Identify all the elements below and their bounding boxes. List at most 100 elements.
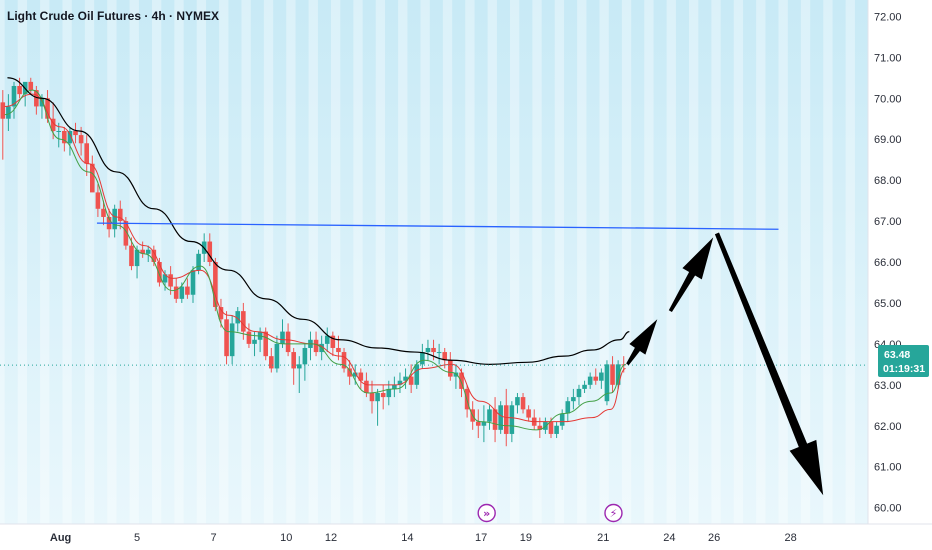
y-tick-label: 62.00 [874, 421, 902, 433]
candle-body-down [173, 286, 179, 299]
session-band [308, 0, 318, 524]
candles [0, 77, 627, 447]
y-tick-label: 69.00 [874, 134, 902, 146]
projection-arrow-2[interactable] [668, 237, 714, 312]
projection-arrow-1[interactable] [626, 319, 658, 366]
candle-body-up [196, 253, 201, 271]
candle-body-down [218, 307, 224, 320]
x-tick-label: 14 [401, 532, 413, 544]
candle-body-down [347, 368, 352, 377]
candle-body-down [263, 331, 269, 357]
candle-body-down [475, 421, 481, 426]
x-axis[interactable]: Aug 5 7 10 12 14 17 19 21 24 26 28 [50, 532, 797, 544]
sma-long-line [7, 77, 630, 365]
candle-body-up [487, 409, 492, 422]
candle-body-down [207, 241, 213, 262]
candle-body-up [615, 364, 621, 385]
session-band [174, 0, 184, 524]
candle-body-up [420, 352, 425, 365]
last-price-badge: 63.48 01:19:31 [878, 345, 929, 377]
session-band [621, 0, 632, 524]
session-band [756, 0, 766, 524]
candle-body-down [380, 393, 386, 398]
moving-averages [4, 77, 630, 431]
candle-body-up [481, 421, 487, 426]
candle-body-down [185, 286, 190, 295]
candle-body-down [101, 208, 106, 217]
candle-body-up [604, 364, 610, 402]
candle-body-up [543, 421, 548, 430]
candle-body-down [369, 393, 375, 402]
event-marker-2[interactable] [604, 503, 623, 523]
candle-body-up [587, 376, 593, 385]
x-tick-label: 19 [520, 532, 532, 544]
session-band [17, 0, 28, 524]
candle-body-up [190, 270, 196, 295]
candle-body-down [157, 262, 162, 283]
projection-arrow-3[interactable] [714, 232, 824, 496]
candle-body-up [453, 372, 459, 377]
candle-body-down [78, 135, 84, 144]
session-band [196, 0, 207, 524]
candle-body-up [162, 274, 168, 283]
candle-body-down [50, 118, 56, 131]
session-band [62, 0, 72, 524]
session-band [465, 0, 475, 524]
candle-body-down [168, 274, 173, 287]
candle-body-down [610, 364, 615, 385]
candle-body-up [145, 249, 151, 254]
candle-body-down [459, 372, 464, 389]
x-tick-label: 7 [210, 532, 216, 544]
chart-title: Light Crude Oil Futures · 4h · NYMEX [7, 9, 219, 23]
candle-body-down [151, 249, 157, 262]
session-band [644, 0, 654, 524]
session-band [219, 0, 229, 524]
sma-short-line [4, 89, 626, 431]
session-band [509, 0, 520, 524]
candle-body-up [56, 131, 62, 132]
session-band [398, 0, 408, 524]
candle-body-up [375, 393, 380, 402]
x-tick-label: 26 [708, 532, 720, 544]
candle-body-down [246, 331, 252, 344]
x-tick-label: Aug [50, 532, 71, 544]
candle-body-down [492, 409, 498, 430]
y-axis[interactable]: 72.00 71.00 70.00 69.00 68.00 67.00 66.00 65.00… [874, 11, 902, 514]
session-band [532, 0, 542, 524]
event-markers[interactable]: » ⚡ [477, 503, 623, 523]
candle-body-down [117, 208, 123, 222]
candle-body-down [442, 352, 448, 361]
candle-body-down [140, 249, 145, 254]
candle-body-down [520, 397, 526, 410]
lightning-icon: ⚡ [610, 507, 618, 520]
session-band [151, 0, 162, 524]
candle-body-down [45, 98, 50, 119]
candle-body-down [336, 347, 341, 353]
y-tick-label: 63.00 [874, 380, 902, 392]
candle-body-down [17, 85, 22, 95]
session-band [778, 0, 788, 524]
candle-body-up [571, 397, 576, 402]
candle-body-up [403, 376, 408, 381]
resistance-line[interactable] [96, 222, 779, 230]
candle-body-up [39, 98, 45, 107]
session-band [733, 0, 744, 524]
candle-body-up [582, 384, 587, 389]
x-tick-label: 17 [475, 532, 487, 544]
candle-body-down [341, 352, 347, 369]
y-tick-label: 68.00 [874, 175, 902, 187]
candle-body-down [503, 405, 509, 434]
event-marker-1[interactable] [477, 503, 496, 523]
candle-body-down [90, 163, 95, 193]
candle-body-down [330, 335, 336, 348]
candle-body-up [11, 85, 17, 107]
candle-body-down [291, 352, 296, 369]
y-tick-label: 61.00 [874, 462, 902, 474]
candle-body-down [123, 221, 129, 246]
candle-body-down [0, 102, 6, 119]
candle-body-down [73, 131, 78, 136]
session-band [107, 0, 117, 524]
y-tick-label: 71.00 [874, 52, 902, 64]
candle-body-up [324, 335, 330, 344]
